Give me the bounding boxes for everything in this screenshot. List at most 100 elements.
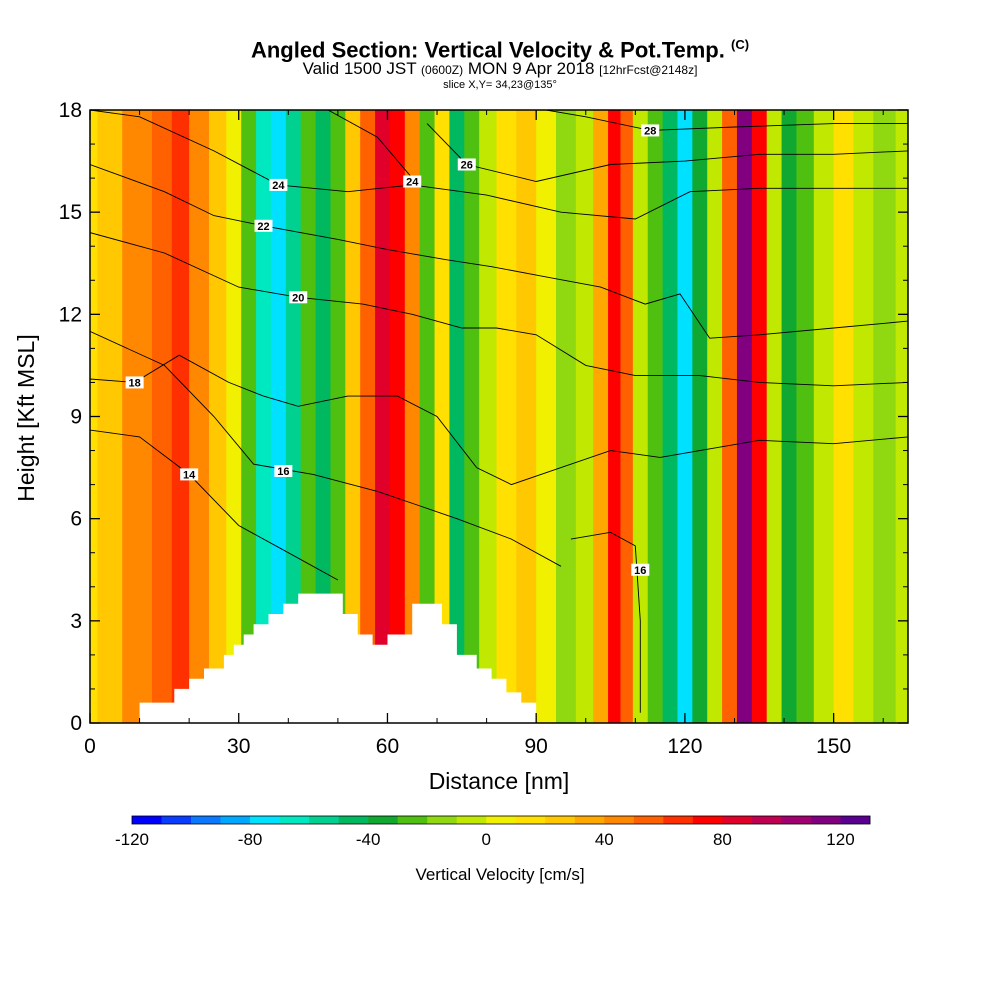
- contour-label: 28: [644, 125, 656, 137]
- contour-label-box: [274, 464, 293, 477]
- colorbar-tick-label: 40: [595, 830, 614, 849]
- velocity-cell: [208, 110, 227, 723]
- colorbar-swatch: [220, 816, 251, 824]
- y-tick-label: 9: [70, 406, 82, 429]
- valid-prefix: Valid 1500 JST: [302, 59, 417, 78]
- x-tick-label: 30: [227, 735, 250, 758]
- contour-label: 20: [292, 292, 304, 304]
- contour-label: 24: [272, 180, 285, 192]
- velocity-field: [97, 110, 908, 723]
- colorbar-swatch: [810, 816, 841, 824]
- colorbar-swatch: [722, 816, 753, 824]
- colorbar-swatch: [309, 816, 339, 824]
- colorbar-tick-label: 0: [482, 830, 491, 849]
- theta-contour-line: [570, 531, 641, 713]
- velocity-cell: [536, 110, 557, 723]
- contour-label-box: [631, 563, 650, 576]
- contour-label: 14: [183, 469, 196, 481]
- contour-label-box: [269, 178, 288, 191]
- contour-label-box: [180, 468, 199, 481]
- x-tick-label: 120: [667, 735, 702, 758]
- colorbar-swatch: [191, 816, 221, 824]
- velocity-cell: [516, 110, 537, 723]
- x-tick-label: 0: [84, 735, 96, 758]
- velocity-cell: [620, 110, 634, 723]
- y-tick-label: 18: [59, 99, 82, 122]
- velocity-cell: [608, 110, 622, 723]
- terrain-silhouette: [90, 593, 537, 723]
- colorbar-swatch: [751, 816, 782, 824]
- valid-date: MON 9 Apr 2018: [467, 59, 595, 78]
- velocity-cell: [97, 110, 123, 723]
- x-axis-title: Distance [nm]: [429, 768, 570, 794]
- theta-contour-line: [546, 110, 908, 131]
- colorbar-swatch: [545, 816, 576, 824]
- velocity-cell: [647, 110, 664, 723]
- velocity-cell: [300, 110, 317, 723]
- colorbar-tick-label: 80: [713, 830, 732, 849]
- forecast-info: [12hrFcst@2148z]: [599, 63, 698, 77]
- y-axis-title: Height [Kft MSL]: [13, 334, 39, 501]
- contour-label-box: [403, 175, 422, 188]
- velocity-cell: [677, 110, 693, 723]
- theta-contour-line: [327, 110, 413, 179]
- colorbar-swatch: [456, 816, 487, 824]
- contour-label: 22: [257, 221, 269, 233]
- title-units: (C): [731, 37, 750, 52]
- colorbar-swatch: [279, 816, 310, 824]
- colorbar-frame: [131, 815, 871, 825]
- theta-contour-line: [90, 330, 562, 567]
- y-tick-label: 3: [70, 610, 82, 633]
- y-tick-label: 6: [70, 508, 82, 531]
- velocity-cell: [751, 110, 768, 723]
- contour-label: 16: [634, 565, 646, 577]
- velocity-cell: [813, 110, 835, 723]
- velocity-cell: [330, 110, 346, 723]
- terrain: [90, 593, 537, 723]
- velocity-cell: [360, 110, 376, 723]
- chart-subtitle: Valid 1500 JST (0600Z) MON 9 Apr 2018 [1…: [0, 59, 1000, 79]
- title-text: Angled Section: Vertical Velocity & Pot.…: [250, 37, 725, 63]
- velocity-cell: [270, 110, 287, 723]
- theta-contour-line: [90, 232, 908, 387]
- theta-contour-line: [426, 123, 908, 182]
- velocity-cell: [575, 110, 594, 723]
- velocity-cell: [285, 110, 302, 723]
- contour-label-box: [254, 219, 273, 232]
- colorbar-swatch: [132, 816, 162, 824]
- velocity-cell: [434, 110, 451, 723]
- velocity-cell: [464, 110, 480, 723]
- theta-contours: 14 16 16 18 20 22 24 24 26 28: [90, 110, 908, 713]
- theta-contour-line: [90, 354, 908, 486]
- theta-contour-line: [90, 429, 339, 581]
- y-tick-label: 0: [70, 712, 82, 735]
- plot-area: 14 16 16 18 20 22 24 24 26 28: [90, 110, 908, 723]
- velocity-cell: [404, 110, 421, 723]
- velocity-cell: [496, 110, 517, 723]
- colorbar-swatch: [368, 816, 398, 824]
- velocity-cell: [722, 110, 738, 723]
- colorbar-swatch: [781, 816, 812, 824]
- velocity-cell: [781, 110, 798, 723]
- x-tick-label: 150: [816, 735, 851, 758]
- colorbar-swatch: [840, 816, 871, 824]
- theta-contour-line: [90, 164, 908, 339]
- velocity-cell: [692, 110, 708, 723]
- velocity-cell: [241, 110, 257, 723]
- colorbar-swatch: [515, 816, 546, 824]
- velocity-cell: [853, 110, 874, 723]
- colorbar-swatch: [574, 816, 605, 824]
- x-tick-label: 90: [525, 735, 548, 758]
- colorbar-swatch: [663, 816, 694, 824]
- colorbar-swatch: [397, 816, 428, 824]
- velocity-cell: [796, 110, 815, 723]
- velocity-cell: [375, 110, 391, 723]
- colorbar-title: Vertical Velocity [cm/s]: [415, 865, 584, 884]
- colorbar-swatch: [633, 816, 664, 824]
- velocity-cell: [122, 110, 153, 723]
- velocity-cell: [593, 110, 609, 723]
- velocity-cell: [556, 110, 577, 723]
- colorbar-swatch: [250, 816, 280, 824]
- velocity-cell: [736, 110, 753, 723]
